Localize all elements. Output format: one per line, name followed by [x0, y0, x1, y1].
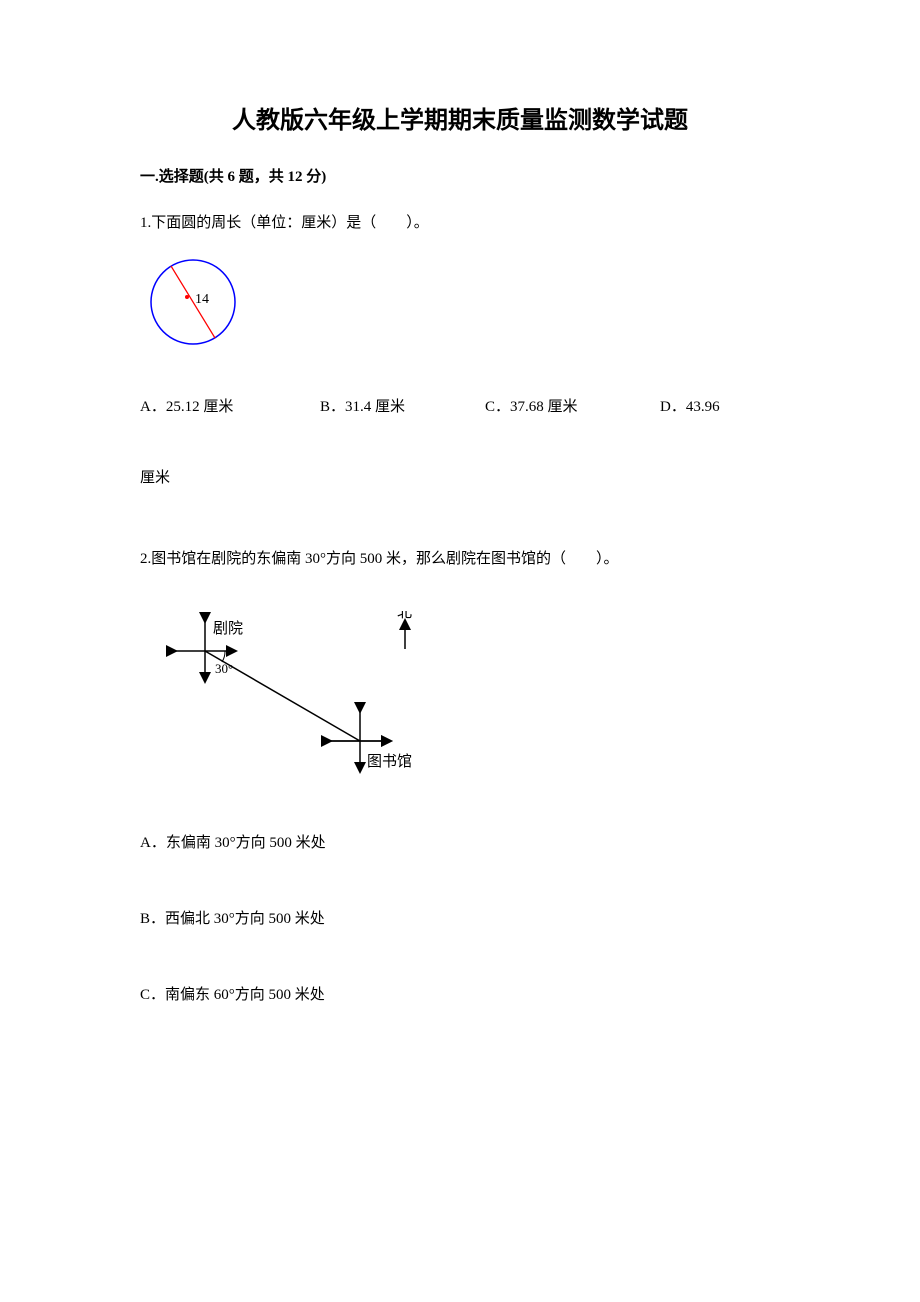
connection-line	[205, 651, 360, 741]
q1-option-c: C．37.68 厘米	[485, 395, 660, 416]
direction-svg: 北 剧院 30° 图书馆	[160, 611, 480, 786]
q1-circle-diagram: 14	[145, 255, 780, 355]
q2-option-a: A．东偏南 30°方向 500 米处	[140, 831, 780, 852]
diameter-label: 14	[195, 292, 209, 307]
q1-option-a: A．25.12 厘米	[140, 395, 320, 416]
q1-option-d: D．43.96	[660, 395, 780, 416]
q1-options: A．25.12 厘米 B．31.4 厘米 C．37.68 厘米 D．43.96	[140, 395, 780, 416]
q2-direction-diagram: 北 剧院 30° 图书馆	[160, 611, 780, 791]
q2-option-b: B．西偏北 30°方向 500 米处	[140, 907, 780, 928]
q2-text: 2.图书馆在剧院的东偏南 30°方向 500 米，那么剧院在图书馆的（ ）。	[140, 547, 780, 571]
q1-unit-trailing: 厘米	[140, 466, 780, 487]
library-label: 图书馆	[367, 753, 412, 770]
q2-option-c: C．南偏东 60°方向 500 米处	[140, 983, 780, 1004]
section-header: 一.选择题(共 6 题，共 12 分)	[140, 165, 780, 186]
center-dot	[185, 295, 189, 299]
q1-option-b: B．31.4 厘米	[320, 395, 485, 416]
angle-label: 30°	[215, 661, 233, 676]
north-label: 北	[397, 611, 412, 621]
theater-label: 剧院	[213, 619, 243, 637]
page-title: 人教版六年级上学期期末质量监测数学试题	[140, 100, 780, 135]
q1-text: 1.下面圆的周长（单位：厘米）是（ ）。	[140, 211, 780, 235]
circle-svg: 14	[145, 255, 245, 350]
